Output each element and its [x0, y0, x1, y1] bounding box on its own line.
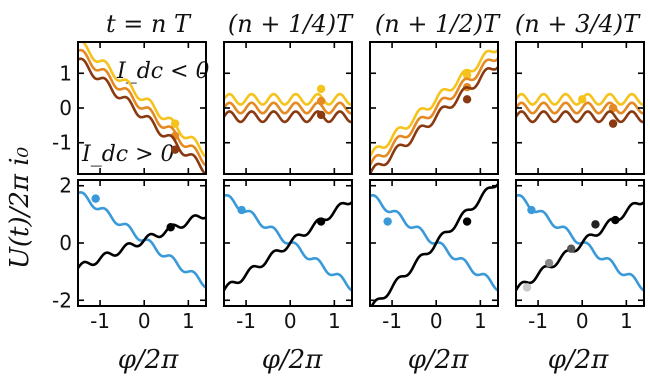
- x-tick-label: 0: [284, 309, 297, 333]
- x-axis-label-3: φ/2π: [408, 345, 470, 375]
- series-line-blue: [516, 193, 644, 292]
- series-point-blue: [91, 194, 100, 203]
- series-line-light: [224, 92, 352, 106]
- data-point-gray3: [566, 244, 576, 253]
- series-line-dark: [516, 110, 644, 124]
- x-tick-label: -1: [90, 309, 110, 333]
- x-axis-label-4: φ/2π: [548, 345, 610, 375]
- series-point-dark: [170, 145, 180, 154]
- series-line-dark: [370, 66, 498, 174]
- y-tick-label: -1: [52, 131, 72, 155]
- series-line-mid: [516, 101, 644, 115]
- series-point-mid: [608, 103, 618, 113]
- series-line-blue: [78, 191, 206, 289]
- y-tick-label: 0: [59, 96, 72, 120]
- annotation-idc-negative: I_dc < 0: [116, 59, 210, 84]
- x-axis-label-1: φ/2π: [118, 345, 180, 375]
- series-point-blue: [383, 217, 392, 226]
- series-line-black: [516, 201, 644, 291]
- data-point-gray2: [544, 258, 554, 268]
- x-tick-label: 1: [620, 309, 633, 333]
- series-point-light: [578, 95, 587, 104]
- data-point-gray4: [591, 220, 600, 229]
- y-tick-label: -2: [52, 288, 72, 312]
- panels: -1 0 1 -1 0 1 -2 0 2 -1 0 1 -1 0 1 -1 0 1: [52, 41, 645, 333]
- y-tick-label: 2: [59, 174, 72, 198]
- series-line-blue: [370, 193, 498, 292]
- x-tick-label: -1: [382, 309, 402, 333]
- series-point-dark: [608, 119, 618, 128]
- series-line-mid: [78, 48, 206, 167]
- series-point-light: [462, 70, 472, 80]
- series-line-black: [78, 214, 206, 269]
- series-point-blue: [527, 205, 536, 215]
- series-line-black: [370, 183, 498, 306]
- column-title-2: (n + 1/4)T: [228, 10, 354, 38]
- x-tick-label: 0: [138, 309, 151, 333]
- x-tick-label: 1: [182, 309, 195, 333]
- series-line-light: [370, 48, 498, 158]
- series-line-light: [78, 42, 206, 158]
- y-tick-label: 0: [59, 231, 72, 255]
- series-point-black: [316, 217, 326, 226]
- x-tick-label: 1: [328, 309, 341, 333]
- x-tick-label: 1: [474, 309, 487, 333]
- series-line-mid: [224, 101, 352, 115]
- series-line-dark: [78, 57, 206, 174]
- x-tick-label: -1: [528, 309, 548, 333]
- x-tick-label: 0: [430, 309, 443, 333]
- series-point-light: [316, 84, 326, 94]
- series-line-black: [224, 201, 352, 291]
- column-title-4: (n + 3/4)T: [515, 10, 641, 38]
- series-point-mid: [316, 96, 326, 106]
- series-point-dark: [316, 110, 326, 120]
- series-line-dark: [224, 110, 352, 124]
- series-point-dark: [462, 95, 472, 104]
- series-point-black: [462, 217, 472, 226]
- y-tick-label: 1: [59, 61, 72, 85]
- column-title-1: t = n T: [106, 10, 192, 38]
- series-point-black: [166, 223, 175, 232]
- data-point-black: [611, 215, 620, 225]
- series-point-blue: [237, 205, 246, 215]
- data-point-gray1: [522, 283, 532, 292]
- series-point-light: [170, 119, 180, 128]
- series-line-mid: [370, 57, 498, 166]
- x-tick-label: 0: [576, 309, 589, 333]
- column-title-3: (n + 1/2)T: [375, 10, 501, 38]
- annotation-idc-positive: I_dc > 0: [81, 142, 175, 167]
- x-axis-label-2: φ/2π: [262, 345, 324, 375]
- y-axis-label: U(t)/2π i₀: [5, 146, 35, 269]
- x-tick-label: -1: [236, 309, 256, 333]
